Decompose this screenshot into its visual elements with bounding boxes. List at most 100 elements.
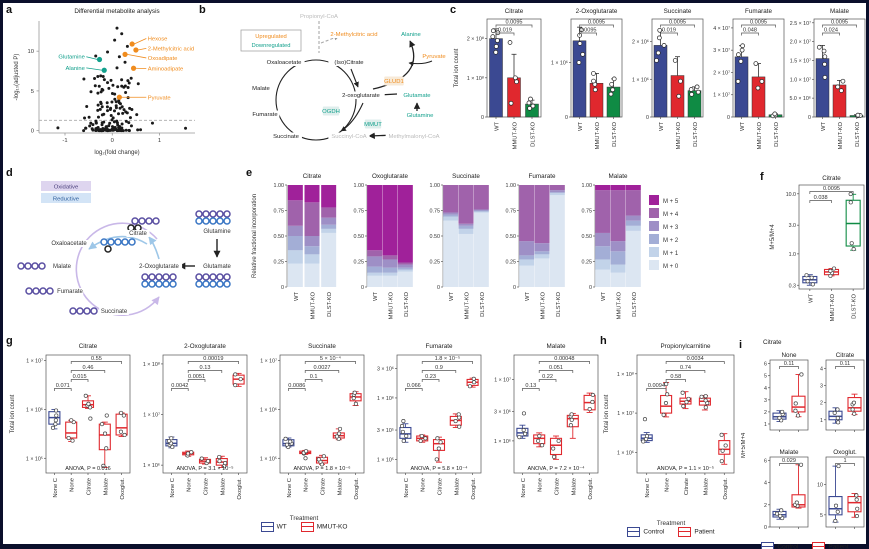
svg-text:DLST-KO: DLST-KO xyxy=(531,122,537,147)
svg-text:Oxoadipate: Oxoadipate xyxy=(148,56,178,62)
svg-text:0.0095: 0.0095 xyxy=(579,28,596,34)
svg-text:OGDH: OGDH xyxy=(322,109,340,115)
svg-text:None C: None C xyxy=(287,478,293,498)
svg-text:1 × 10⁷: 1 × 10⁷ xyxy=(617,411,634,417)
svg-text:0.46: 0.46 xyxy=(83,365,94,371)
svg-text:DLST-KO: DLST-KO xyxy=(327,292,333,317)
svg-text:0.13: 0.13 xyxy=(200,365,211,371)
svg-text:MMUT-KO: MMUT-KO xyxy=(830,294,836,322)
svg-text:0: 0 xyxy=(111,138,114,144)
svg-text:Citrate: Citrate xyxy=(822,175,841,182)
svg-text:0.0042: 0.0042 xyxy=(171,383,188,389)
svg-text:None C: None C xyxy=(53,478,59,498)
svg-text:Fumarate: Fumarate xyxy=(57,289,83,295)
svg-text:Malate: Malate xyxy=(220,478,226,495)
svg-text:ANOVA, P = 1.8 × 10⁻⁶: ANOVA, P = 1.8 × 10⁻⁶ xyxy=(294,465,351,472)
svg-text:3: 3 xyxy=(820,384,823,390)
legend-item-Control: Control xyxy=(627,527,664,537)
svg-text:None C: None C xyxy=(170,478,176,498)
svg-text:Oxaloacetate: Oxaloacetate xyxy=(51,241,87,247)
svg-text:0.0095: 0.0095 xyxy=(831,20,848,26)
svg-text:Oxidative: Oxidative xyxy=(54,185,79,191)
svg-text:0.0095: 0.0095 xyxy=(588,20,605,26)
svg-text:Oxaloacetate: Oxaloacetate xyxy=(267,60,302,66)
svg-text:1 × 10⁶: 1 × 10⁶ xyxy=(143,463,160,469)
svg-text:0: 0 xyxy=(481,115,484,121)
svg-text:Malate: Malate xyxy=(103,478,109,495)
svg-text:DLST-KO: DLST-KO xyxy=(774,122,780,147)
svg-text:10: 10 xyxy=(817,482,823,488)
svg-text:3 × 10⁷: 3 × 10⁷ xyxy=(713,48,730,54)
panel-letter-f: f xyxy=(760,171,764,183)
svg-text:Malate: Malate xyxy=(780,449,799,456)
svg-text:3.0: 3.0 xyxy=(789,223,796,229)
svg-text:None C: None C xyxy=(521,478,527,498)
i-box-chart-Oxoglut.: Oxoglut. 5 10 1 xyxy=(817,449,865,529)
svg-text:0.50: 0.50 xyxy=(582,234,593,240)
panel-b-pathway-diagram: Upregulated Downregulated Propionyl-CoA 2-M… xyxy=(201,5,451,167)
svg-text:M + 2: M + 2 xyxy=(663,238,679,244)
svg-text:5: 5 xyxy=(31,89,34,95)
svg-text:0.00019: 0.00019 xyxy=(203,356,223,362)
panel-g-box-plots: Citrate Total ion count 1 × 10⁷ 1 × 10⁶ 1 × … xyxy=(7,339,601,549)
svg-text:None: None xyxy=(665,478,671,492)
svg-text:0.55: 0.55 xyxy=(91,356,102,362)
i-y-axis-label: M+5/M+4 xyxy=(741,432,747,458)
svg-text:0.3: 0.3 xyxy=(789,283,796,289)
svg-text:Total ion count: Total ion count xyxy=(10,394,16,433)
svg-text:ANOVA, P = 5.8 × 10⁻⁴: ANOVA, P = 5.8 × 10⁻⁴ xyxy=(410,465,468,472)
legend-item-Patient: Patient xyxy=(678,527,715,537)
legend-item-Control: Control xyxy=(761,542,798,549)
panel-d-schematic: Oxidative Reductive Citrate Oxaloacetate Mal… xyxy=(7,169,247,339)
svg-text:4: 4 xyxy=(764,481,767,487)
svg-text:Citrate: Citrate xyxy=(129,231,147,237)
svg-text:Malate: Malate xyxy=(454,478,460,495)
i-box-chart-Citrate: Citrate 1 2 3 4 0.11 xyxy=(820,352,865,432)
svg-text:WT: WT xyxy=(449,292,455,301)
svg-text:2.5 × 10⁷: 2.5 × 10⁷ xyxy=(790,21,811,27)
svg-text:ANOVA, P = 7.2 × 10⁻⁴: ANOVA, P = 7.2 × 10⁻⁴ xyxy=(527,465,585,472)
svg-text:0.024: 0.024 xyxy=(824,28,838,34)
svg-text:4 × 10⁷: 4 × 10⁷ xyxy=(713,26,730,32)
svg-text:1 × 10⁵: 1 × 10⁵ xyxy=(260,456,277,462)
svg-text:0.019: 0.019 xyxy=(662,28,676,34)
svg-text:0.048: 0.048 xyxy=(743,28,757,34)
svg-text:GLUD1: GLUD1 xyxy=(384,79,404,85)
svg-text:Pyruvate: Pyruvate xyxy=(422,54,446,60)
svg-text:6: 6 xyxy=(764,458,767,464)
svg-text:Citrate: Citrate xyxy=(87,478,93,495)
svg-text:0.25: 0.25 xyxy=(430,260,441,266)
svg-text:1 × 10⁸: 1 × 10⁸ xyxy=(143,362,160,368)
svg-text:0: 0 xyxy=(437,285,440,291)
svg-text:0: 0 xyxy=(513,285,516,291)
svg-text:10.0: 10.0 xyxy=(786,192,796,198)
svg-text:1 × 10⁷: 1 × 10⁷ xyxy=(143,413,160,419)
volcano-chart: Differential metabolite analysis-1 0 10510… xyxy=(14,8,195,156)
svg-text:0.11: 0.11 xyxy=(840,361,850,367)
svg-text:0.1: 0.1 xyxy=(310,374,318,380)
panel-f-box-plot: Citrate M+5/M+4 10.0 3.0 1.0 0.3 WT MMUT-KO DLST… xyxy=(767,171,869,341)
svg-text:0.25: 0.25 xyxy=(582,260,593,266)
svg-text:0.23: 0.23 xyxy=(425,374,436,380)
legend-item-WT: WT xyxy=(260,522,287,532)
svg-text:0.50: 0.50 xyxy=(430,234,441,240)
svg-text:WT: WT xyxy=(578,122,584,131)
svg-text:Citrate: Citrate xyxy=(79,343,98,350)
svg-text:1 × 10⁶: 1 × 10⁶ xyxy=(26,407,43,413)
svg-text:2: 2 xyxy=(764,503,767,509)
g-legend: WT MMUT-KO xyxy=(7,522,601,532)
e-stacked-chart-Malate: Malate 1.00 0.75 0.50 0.25 0 WT MMUT-KO DLST-KO xyxy=(582,173,641,319)
svg-text:MMUT-KO: MMUT-KO xyxy=(465,292,471,320)
h-legend: Control Patient xyxy=(601,527,741,537)
figure-paper: a b c d e f g h i Differential metabolit… xyxy=(3,3,869,549)
svg-text:0.0095: 0.0095 xyxy=(750,20,767,26)
svg-text:Glutamate: Glutamate xyxy=(403,93,431,99)
svg-text:M + 5: M + 5 xyxy=(663,199,679,205)
svg-text:2 × 10⁸: 2 × 10⁸ xyxy=(467,37,484,43)
svg-text:Propionyl-CoA: Propionyl-CoA xyxy=(300,14,338,20)
panel-c-bar-charts: Citrate Total ion count 0 1 × 10⁸ 2 × 10⁸ WT M… xyxy=(451,5,869,169)
svg-text:0.066: 0.066 xyxy=(407,383,421,389)
svg-text:0: 0 xyxy=(646,115,649,121)
svg-text:2-oxoglutarate: 2-oxoglutarate xyxy=(342,93,380,99)
